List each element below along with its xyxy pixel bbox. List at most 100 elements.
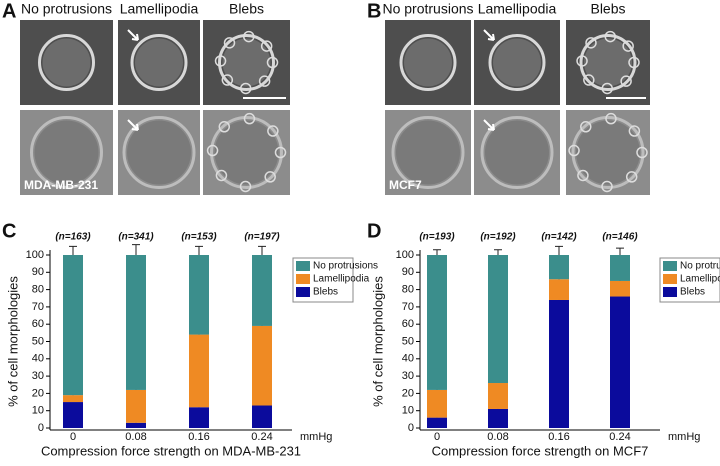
y-tick-label: 40 xyxy=(32,353,44,365)
bleb xyxy=(267,125,279,137)
bleb xyxy=(274,146,287,159)
bar-segment xyxy=(126,389,146,423)
y-tick-label: 10 xyxy=(402,405,414,417)
column-header: Blebs xyxy=(590,1,625,17)
cell xyxy=(135,38,183,87)
cell-halo xyxy=(391,116,465,189)
bar-segment xyxy=(252,255,272,326)
bleb xyxy=(243,30,255,43)
legend-swatch xyxy=(663,274,677,284)
error-bar xyxy=(616,247,624,255)
error-bar xyxy=(195,245,203,255)
bleb xyxy=(604,30,617,43)
y-tick-label: 50 xyxy=(402,335,414,347)
bar-segment xyxy=(488,408,508,428)
cell xyxy=(584,38,632,87)
cell xyxy=(214,120,279,185)
bleb xyxy=(577,169,589,182)
bar-segment xyxy=(488,383,508,409)
y-tick-label: 70 xyxy=(32,301,44,313)
bar-segment xyxy=(549,255,569,280)
legend-label: Lamellipodia xyxy=(680,274,720,285)
bleb xyxy=(218,121,231,133)
bar-segment xyxy=(252,405,272,428)
n-label: (n=193) xyxy=(419,232,455,243)
panel-letter: A xyxy=(2,0,16,22)
error-bar xyxy=(433,249,441,255)
bar-segment xyxy=(189,334,209,408)
cell xyxy=(34,120,99,185)
legend-swatch xyxy=(296,261,310,271)
column-header: No protrusions xyxy=(382,1,473,17)
legend-swatch xyxy=(296,287,310,297)
cell xyxy=(493,38,541,87)
cell-halo xyxy=(218,34,275,91)
cell-line-label: MDA-MB-231 xyxy=(24,178,98,192)
bleb xyxy=(214,55,227,67)
y-tick-label: 90 xyxy=(32,266,44,278)
x-tick-label: 0.16 xyxy=(188,431,209,443)
x-tick-label: 0.08 xyxy=(487,431,508,443)
column-header: Blebs xyxy=(229,1,264,17)
y-tick-label: 100 xyxy=(26,249,44,261)
arrow xyxy=(483,119,495,131)
bleb xyxy=(580,121,592,133)
bleb xyxy=(585,37,597,49)
cell-halo xyxy=(579,34,637,91)
legend-label: Lamellipodia xyxy=(313,274,370,285)
y-tick-label: 0 xyxy=(38,422,44,434)
cell xyxy=(576,120,640,185)
x-tick-label: 0 xyxy=(434,431,440,443)
bleb xyxy=(576,55,588,67)
legend-swatch xyxy=(296,274,310,284)
legend-label: Blebs xyxy=(680,287,705,298)
cell-halo xyxy=(571,116,645,189)
bar-segment xyxy=(63,402,83,428)
legend-label: No protrusions xyxy=(680,261,720,272)
cell xyxy=(42,38,91,87)
bleb xyxy=(264,171,276,183)
bar-segment xyxy=(189,407,209,428)
arrow xyxy=(127,29,139,41)
cell-halo xyxy=(30,116,103,189)
y-tick-label: 0 xyxy=(408,422,414,434)
y-tick-label: 20 xyxy=(402,387,414,399)
n-label: (n=146) xyxy=(602,232,638,243)
arrow xyxy=(483,29,495,41)
error-bar xyxy=(69,245,77,255)
panel-letter: D xyxy=(367,220,381,242)
bleb xyxy=(628,56,640,69)
y-axis-label: % of cell morphologies xyxy=(5,276,20,407)
bleb xyxy=(625,171,638,183)
x-unit: mmHg xyxy=(668,431,700,443)
bleb xyxy=(620,75,632,87)
bleb xyxy=(636,146,648,159)
bleb xyxy=(601,82,613,95)
bleb xyxy=(260,40,273,52)
bar-segment xyxy=(427,255,447,390)
bar-segment xyxy=(427,389,447,418)
legend-swatch xyxy=(663,261,677,271)
bleb xyxy=(239,82,252,95)
n-label: (n=197) xyxy=(244,232,280,243)
cell-line-label: MCF7 xyxy=(389,178,422,192)
cell xyxy=(485,120,549,185)
bar-segment xyxy=(488,255,508,384)
error-bar xyxy=(494,249,502,255)
bleb xyxy=(215,169,228,182)
error-bar xyxy=(555,245,563,255)
y-tick-label: 60 xyxy=(32,318,44,330)
legend-label: No protrusions xyxy=(313,261,378,272)
n-label: (n=153) xyxy=(181,232,217,243)
y-tick-label: 80 xyxy=(32,284,44,296)
bar-segment xyxy=(63,395,83,403)
bleb xyxy=(243,112,256,125)
error-bar xyxy=(258,245,266,255)
cell-halo xyxy=(488,34,546,91)
bleb xyxy=(223,37,236,49)
bleb xyxy=(206,144,219,157)
x-tick-label: 0.24 xyxy=(609,431,630,443)
bar-segment xyxy=(126,422,146,428)
panel-letter: C xyxy=(2,220,16,242)
